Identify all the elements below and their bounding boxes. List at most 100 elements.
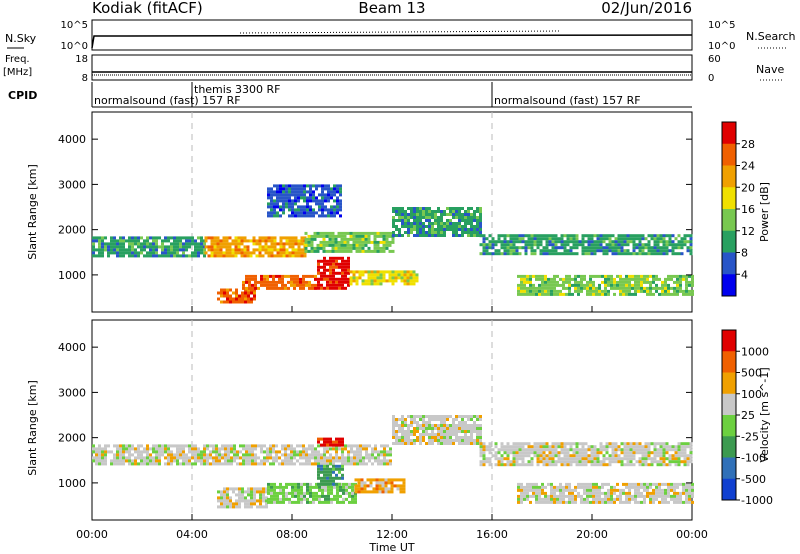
power-range-gate-cell [291,184,294,188]
velocity-range-gate-cell [387,478,391,482]
power-range-gate-cell [234,236,238,240]
power-ytick-label: 4000 [58,133,86,146]
power-colorbar-swatch [722,165,736,188]
power-range-gate-cell [431,222,434,225]
power-range-gate-cell [282,245,286,249]
power-range-gate-cell [288,190,291,194]
velocity-range-gate-cell [587,454,591,458]
power-range-gate-cell [336,196,339,200]
power-range-gate-cell [637,280,640,284]
power-range-gate-cell [664,292,667,296]
velocity-range-gate-cell [155,459,158,463]
power-range-gate-cell [336,211,339,215]
velocity-range-gate-cell [476,442,479,445]
power-range-gate-cell [275,283,278,287]
velocity-range-gate-cell [671,448,675,452]
power-range-gate-cell [613,277,616,281]
power-range-gate-cell [413,213,416,216]
power-range-gate-cell [551,237,555,241]
velocity-range-gate-cell [553,488,556,492]
power-range-gate-cell [412,276,416,280]
velocity-range-gate-cell [580,485,583,489]
power-range-gate-cell [523,292,526,296]
velocity-range-gate-cell [122,462,125,466]
velocity-range-gate-cell [668,460,672,464]
velocity-range-gate-cell [659,454,663,458]
velocity-range-gate-cell [593,454,597,458]
velocity-range-gate-cell [203,462,206,466]
velocity-range-gate-cell [327,494,330,498]
power-range-gate-cell [370,231,374,235]
power-range-gate-cell [323,286,326,290]
power-range-gate-cell [308,283,311,287]
velocity-range-gate-cell [341,456,344,460]
velocity-range-gate-cell [479,415,482,418]
velocity-range-gate-cell [497,448,501,452]
velocity-range-gate-cell [610,488,613,492]
velocity-range-gate-cell [598,488,601,492]
power-range-gate-cell [304,240,308,244]
velocity-range-gate-cell [652,491,655,495]
power-range-gate-cell [425,207,428,210]
power-range-gate-cell [247,288,250,292]
velocity-range-gate-cell [644,448,648,452]
power-range-gate-cell [550,286,553,290]
power-range-gate-cell [629,252,633,256]
power-range-gate-cell [185,254,188,258]
power-range-gate-cell [194,251,197,255]
freq-label-line1: Freq. [5,54,30,65]
power-range-gate-cell [536,240,540,244]
power-range-gate-cell [434,228,437,231]
power-range-gate-cell [440,234,443,237]
velocity-range-gate-cell [550,488,553,492]
power-range-gate-cell [473,231,476,234]
velocity-range-gate-cell [377,462,380,466]
velocity-range-gate-cell [566,463,570,467]
velocity-range-gate-cell [437,442,440,445]
velocity-range-gate-cell [620,460,624,464]
power-range-gate-cell [267,193,270,197]
velocity-range-gate-cell [217,496,220,500]
power-range-gate-cell [98,236,101,240]
power-range-gate-cell [544,280,547,284]
velocity-range-gate-cell [341,459,344,463]
velocity-range-gate-cell [122,447,125,451]
power-range-gate-cell [526,274,529,278]
power-range-gate-cell [551,249,555,253]
power-range-gate-cell [191,251,194,255]
power-range-gate-cell [332,259,335,263]
velocity-range-gate-cell [656,463,660,467]
velocity-range-gate-cell [583,491,586,495]
power-range-gate-cell [544,274,547,278]
power-range-gate-cell [607,274,610,278]
power-range-gate-cell [554,246,558,250]
velocity-range-gate-cell [611,460,615,464]
velocity-range-gate-cell [464,430,467,433]
velocity-range-gate-cell [637,491,640,495]
velocity-range-gate-cell [341,476,344,480]
velocity-range-gate-cell [676,500,679,504]
power-range-gate-cell [234,245,238,249]
power-range-gate-cell [674,246,678,250]
velocity-range-gate-cell [101,459,104,463]
power-range-gate-cell [244,300,247,304]
power-range-gate-cell [98,242,101,246]
velocity-range-gate-cell [128,459,131,463]
velocity-range-gate-cell [392,436,395,439]
power-range-gate-cell [446,219,449,222]
velocity-range-gate-cell [577,482,580,486]
velocity-range-gate-cell [407,427,410,430]
power-range-gate-cell [497,249,501,253]
velocity-range-gate-cell [371,462,374,466]
power-range-gate-cell [358,249,362,253]
velocity-range-gate-cell [378,487,382,491]
velocity-range-gate-cell [620,451,624,455]
power-range-gate-cell [243,248,247,252]
velocity-range-gate-cell [197,447,200,451]
power-range-gate-cell [364,237,368,241]
power-range-gate-cell [242,283,245,287]
velocity-range-gate-cell [500,445,504,449]
power-range-gate-cell [361,279,365,283]
power-range-gate-cell [526,292,529,296]
power-range-gate-cell [358,240,362,244]
